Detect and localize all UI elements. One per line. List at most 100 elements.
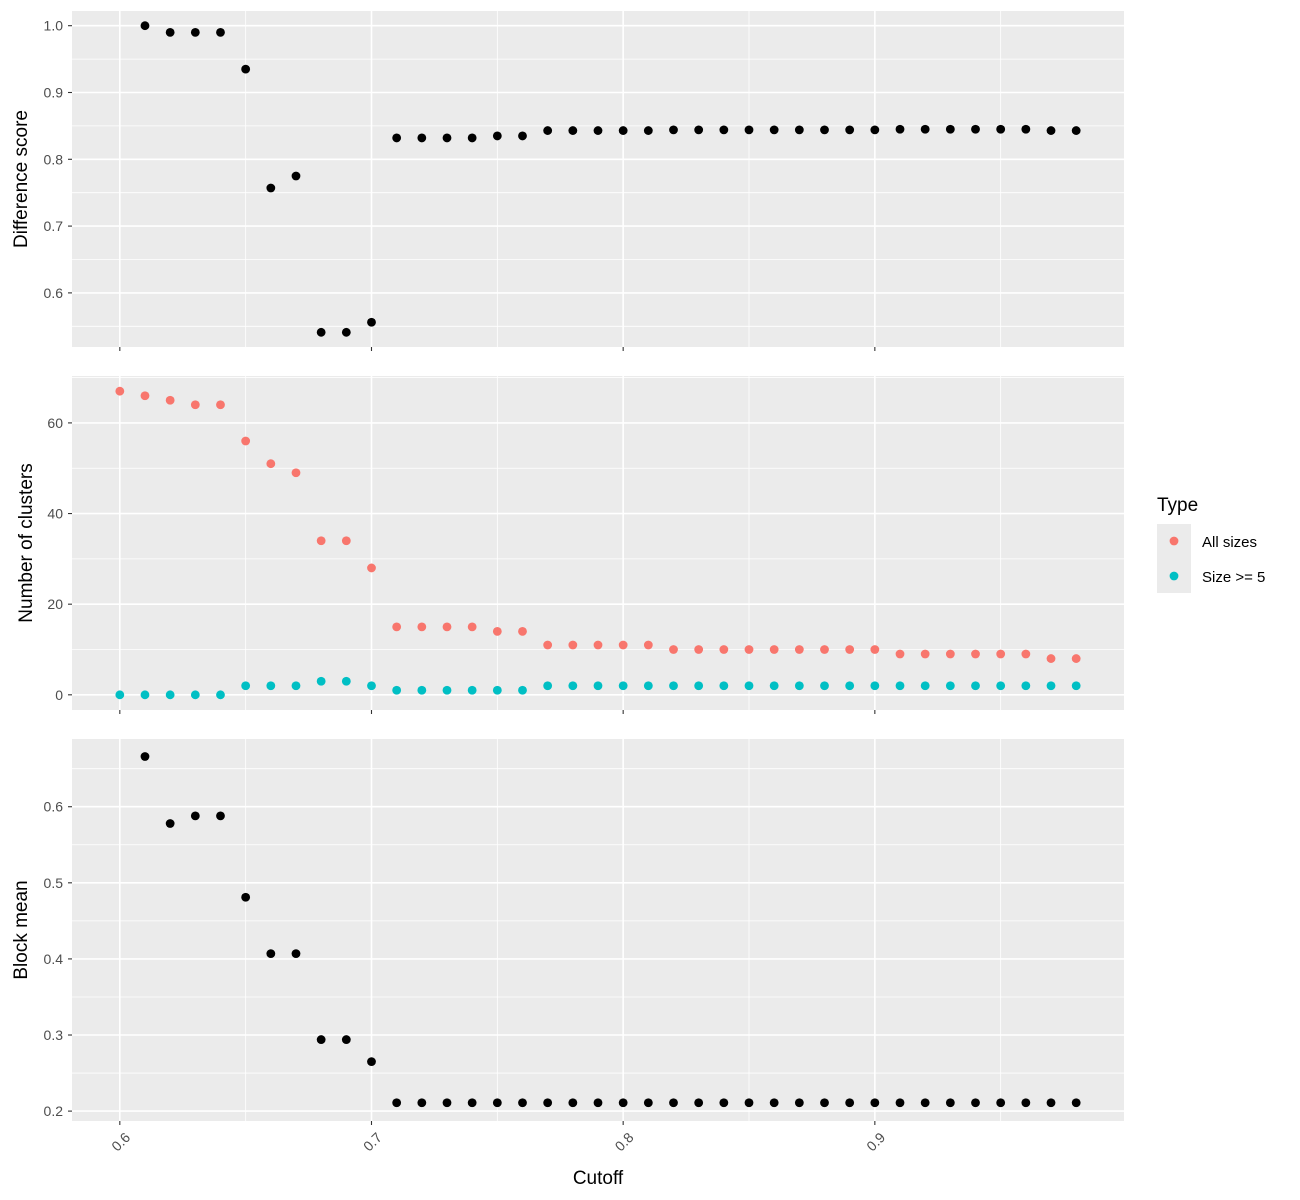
- data-point: [719, 681, 729, 691]
- data-point: [115, 386, 125, 396]
- legend-label-size-5: Size >= 5: [1202, 569, 1265, 586]
- data-point: [895, 681, 905, 691]
- data-point: [190, 27, 200, 37]
- data-point: [442, 685, 452, 695]
- points-block-mean: [140, 752, 1081, 1108]
- data-point: [744, 1098, 754, 1108]
- data-point: [518, 626, 527, 636]
- data-point: [241, 681, 251, 691]
- data-point: [820, 681, 829, 691]
- y-axis-title-block-mean: Block mean: [11, 880, 32, 979]
- data-point: [165, 690, 175, 700]
- data-point: [467, 685, 477, 695]
- data-point: [367, 681, 376, 691]
- data-point: [543, 1098, 553, 1108]
- points-number-of-clusters: [115, 386, 1081, 700]
- axis-number-of-clusters: 0 20 40 60: [47, 415, 876, 714]
- data-point: [442, 1098, 452, 1108]
- y-tick-label: 0.6: [44, 799, 64, 815]
- data-point: [266, 459, 276, 469]
- data-point: [1021, 681, 1031, 691]
- data-point: [820, 1098, 829, 1108]
- data-point: [820, 125, 829, 135]
- data-point: [140, 752, 150, 761]
- data-point: [190, 400, 200, 410]
- data-point: [341, 536, 351, 546]
- data-point: [769, 645, 779, 654]
- data-point: [417, 133, 427, 143]
- axis-difference-score: 0.6 0.7 0.8 0.9 1.0: [44, 18, 876, 351]
- data-point: [291, 468, 301, 478]
- data-point: [870, 681, 880, 691]
- data-point: [392, 1098, 402, 1108]
- data-point: [241, 64, 251, 74]
- data-point: [341, 327, 351, 337]
- legend-marker-all-sizes: [1169, 536, 1179, 546]
- data-point: [719, 1098, 729, 1108]
- data-point: [870, 1098, 880, 1108]
- y-tick-label: 0.3: [44, 1027, 64, 1043]
- y-tick-label: 40: [47, 506, 63, 522]
- data-point: [669, 681, 678, 691]
- y-tick-label: 0.7: [44, 218, 64, 234]
- data-point: [971, 124, 980, 134]
- panel-block-mean: [72, 739, 1124, 1121]
- x-axis-title-cutoff: Cutoff: [573, 1168, 624, 1189]
- data-point: [140, 391, 150, 401]
- data-point: [367, 317, 376, 327]
- data-point: [996, 1098, 1006, 1108]
- data-point: [870, 125, 880, 135]
- data-point: [543, 126, 553, 135]
- legend-label-all-sizes: All sizes: [1202, 534, 1257, 551]
- data-point: [392, 622, 402, 632]
- data-point: [643, 681, 653, 691]
- data-point: [1021, 124, 1031, 134]
- data-point: [417, 622, 427, 632]
- data-point: [568, 681, 578, 691]
- data-point: [417, 1098, 427, 1108]
- data-point: [367, 1057, 376, 1067]
- data-point: [216, 27, 225, 37]
- data-point: [996, 649, 1006, 659]
- data-point: [694, 681, 704, 691]
- data-point: [190, 690, 200, 700]
- data-point: [769, 125, 779, 135]
- data-point: [518, 685, 527, 695]
- data-point: [694, 125, 704, 135]
- data-point: [543, 681, 553, 691]
- data-point: [543, 640, 553, 650]
- data-point: [1071, 126, 1081, 135]
- data-point: [669, 645, 678, 654]
- gridlines-number-of-clusters: [72, 376, 1124, 710]
- data-point: [442, 622, 452, 632]
- data-point: [870, 645, 880, 654]
- data-point: [392, 685, 402, 695]
- data-point: [794, 1098, 804, 1108]
- data-point: [971, 681, 980, 691]
- y-tick-label: 0.5: [44, 875, 64, 891]
- data-point: [643, 1098, 653, 1108]
- y-tick-label: 60: [47, 415, 63, 431]
- panel-number-of-clusters: [72, 376, 1124, 710]
- data-point: [920, 124, 930, 134]
- data-point: [1021, 649, 1031, 659]
- data-point: [216, 690, 225, 700]
- data-point: [895, 1098, 905, 1108]
- data-point: [266, 949, 276, 958]
- data-point: [266, 183, 276, 193]
- data-point: [341, 676, 351, 686]
- y-axis-title-number-of-clusters: Number of clusters: [16, 463, 37, 622]
- data-point: [996, 124, 1006, 134]
- data-point: [769, 681, 779, 691]
- data-point: [769, 1098, 779, 1108]
- data-point: [920, 681, 930, 691]
- data-point: [1046, 126, 1056, 135]
- y-tick-label: 20: [47, 596, 63, 612]
- data-point: [1046, 654, 1056, 663]
- data-point: [165, 395, 175, 405]
- data-point: [165, 819, 175, 828]
- data-point: [794, 645, 804, 654]
- data-point: [492, 1098, 502, 1108]
- data-point: [492, 685, 502, 695]
- data-point: [920, 649, 930, 659]
